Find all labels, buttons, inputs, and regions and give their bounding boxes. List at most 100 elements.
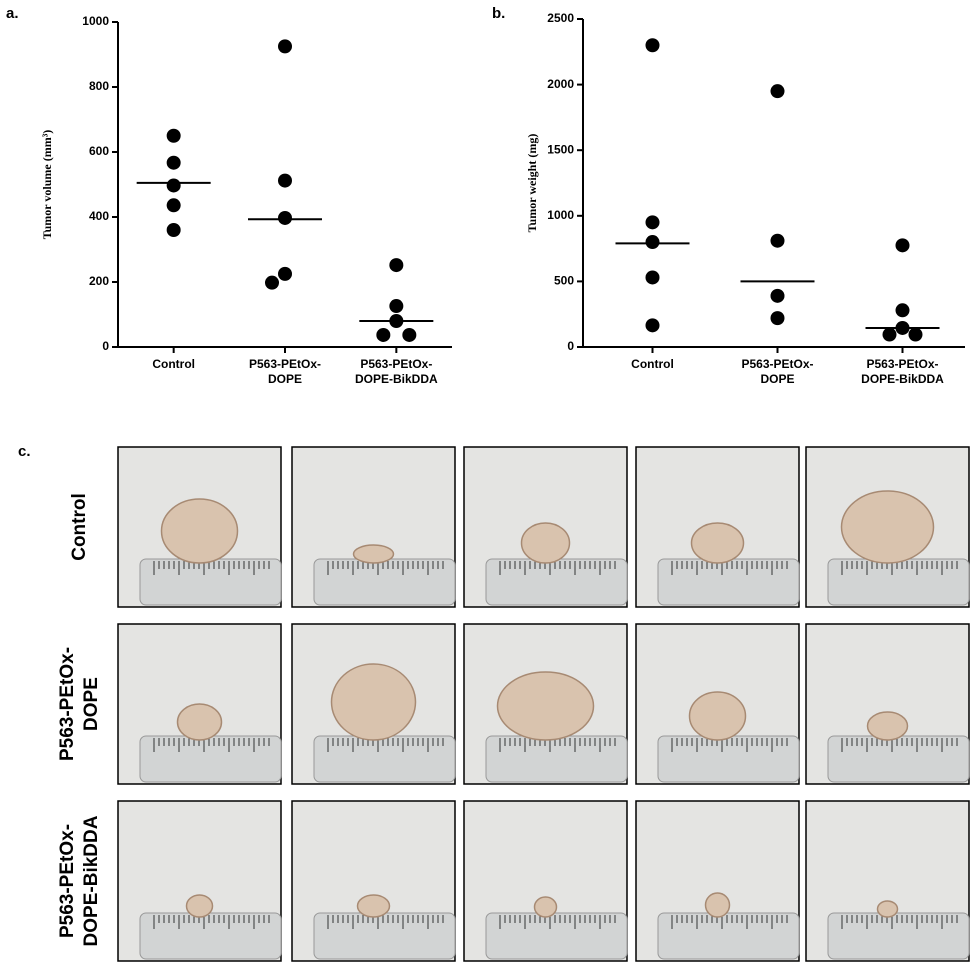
ruler: [827, 912, 970, 960]
ruler: [139, 735, 282, 783]
tumor: [704, 892, 731, 918]
ruler: [313, 912, 456, 960]
photo: [291, 800, 456, 962]
x-tick-label: P563-PEtOx-: [249, 357, 321, 371]
data-point: [645, 318, 660, 333]
data-point: [376, 327, 391, 342]
row-label: Control: [69, 493, 90, 561]
data-point: [895, 303, 910, 318]
photo: [117, 623, 282, 785]
data-point: [166, 128, 181, 143]
data-point: [166, 198, 181, 213]
data-point: [278, 39, 292, 54]
y-tick-label: 200: [89, 274, 109, 288]
data-point: [278, 173, 292, 188]
data-point: [166, 178, 181, 193]
ruler: [139, 558, 282, 606]
data-point: [278, 210, 292, 225]
x-tick-label: DOPE-BikDDA: [861, 372, 944, 386]
photo: [117, 446, 282, 608]
data-point: [166, 223, 181, 237]
photo: [291, 446, 456, 608]
data-point: [645, 38, 660, 53]
data-point: [389, 299, 404, 314]
tumor: [496, 671, 595, 741]
data-point: [770, 311, 785, 326]
ruler: [313, 735, 456, 783]
photo: [117, 800, 282, 962]
row-label: DOPE: [81, 677, 102, 731]
data-point: [402, 327, 417, 342]
x-tick-label: P563-PEtOx-: [360, 357, 432, 371]
y-tick-label: 400: [89, 209, 109, 223]
data-point: [895, 238, 910, 253]
photo: [805, 623, 970, 785]
tumor: [876, 900, 899, 918]
tumor: [840, 490, 935, 564]
tumor: [352, 544, 395, 564]
ruler: [657, 735, 800, 783]
data-point: [645, 235, 660, 250]
data-point: [770, 84, 785, 99]
photo: [635, 446, 800, 608]
photo: [291, 623, 456, 785]
y-tick-label: 500: [554, 274, 574, 288]
photo: [463, 800, 628, 962]
tumor: [520, 522, 571, 564]
photo: [805, 446, 970, 608]
row-label: DOPE-BikDDA: [81, 815, 102, 946]
photo: [805, 800, 970, 962]
tumor: [690, 522, 745, 564]
ruler: [485, 735, 628, 783]
ruler: [139, 912, 282, 960]
tumor: [356, 894, 391, 918]
tumor: [160, 498, 239, 564]
ruler: [485, 558, 628, 606]
ruler: [485, 912, 628, 960]
data-point: [389, 258, 404, 273]
row-label: P563-PEtOx-: [57, 647, 78, 761]
photo: [463, 623, 628, 785]
y-tick-label: 1500: [547, 142, 574, 156]
ruler: [657, 558, 800, 606]
panel-label: c.: [18, 443, 31, 460]
y-tick-label: 2000: [547, 77, 574, 91]
data-point: [265, 275, 279, 290]
x-tick-label: Control: [631, 357, 674, 371]
data-point: [770, 288, 785, 303]
y-axis-label: Tumor volume (mm³): [40, 130, 54, 240]
data-point: [645, 215, 660, 230]
y-tick-label: 2500: [547, 11, 574, 25]
y-tick-label: 600: [89, 144, 109, 158]
x-tick-label: DOPE: [268, 372, 302, 386]
tumor: [176, 703, 223, 741]
x-tick-label: DOPE-BikDDA: [355, 372, 438, 386]
data-point: [278, 266, 292, 281]
panel-label: b.: [492, 5, 505, 22]
ruler: [827, 558, 970, 606]
data-point: [770, 233, 785, 248]
y-tick-label: 0: [567, 339, 574, 353]
tumor: [533, 896, 558, 918]
tumor: [866, 711, 909, 741]
y-axis-label: Tumor weight (mg): [525, 134, 539, 233]
x-tick-label: P563-PEtOx-: [866, 357, 938, 371]
data-point: [166, 155, 181, 170]
data-point: [645, 270, 660, 285]
panel-label: a.: [6, 5, 19, 22]
photo: [635, 800, 800, 962]
tumor: [185, 894, 214, 918]
y-tick-label: 1000: [547, 208, 574, 222]
y-tick-label: 0: [102, 339, 109, 353]
x-tick-label: DOPE: [760, 372, 794, 386]
ruler: [313, 558, 456, 606]
y-tick-label: 1000: [82, 14, 109, 28]
ruler: [657, 912, 800, 960]
ruler: [827, 735, 970, 783]
y-tick-label: 800: [89, 79, 109, 93]
photo: [635, 623, 800, 785]
x-tick-label: Control: [152, 357, 195, 371]
data-point: [882, 327, 897, 342]
tumor: [688, 691, 747, 741]
